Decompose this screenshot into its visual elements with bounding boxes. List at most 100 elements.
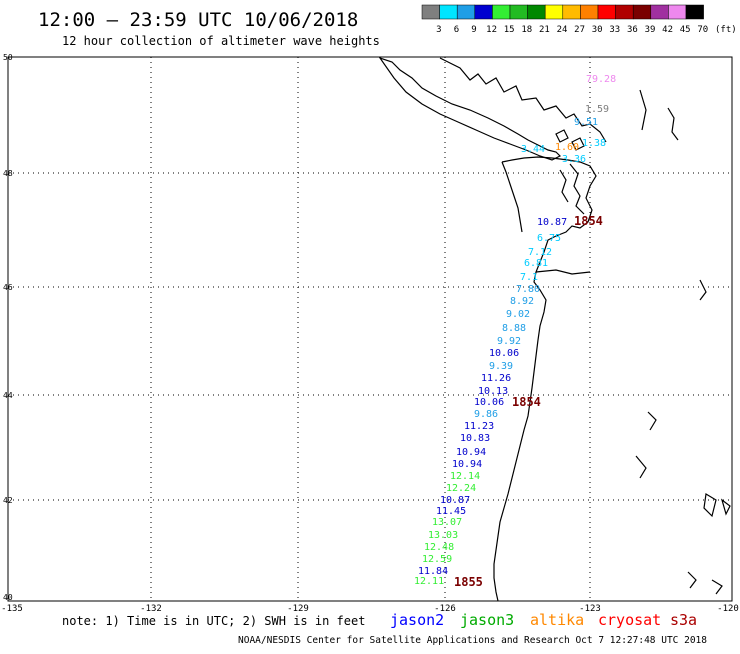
wave-height-label: 12.14 — [450, 471, 480, 482]
wave-height-label: 10.13 — [478, 386, 508, 397]
color-swatch — [597, 4, 616, 20]
wave-height-label: 1.38 — [582, 138, 606, 149]
lat-label: 48 — [3, 169, 13, 178]
color-swatch — [580, 4, 599, 20]
wave-height-label: 9.39 — [489, 361, 513, 372]
wave-height-label: 7.80 — [516, 284, 540, 295]
wave-height-label: 9.86 — [474, 409, 498, 420]
lon-label: -135 — [1, 604, 23, 614]
color-swatch — [439, 4, 458, 20]
pass-time-label: 1855 — [454, 575, 483, 589]
wave-height-label: 11.45 — [436, 506, 466, 517]
satellite-legend-jason3: jason3 — [460, 611, 514, 629]
color-swatch-label: 15 — [504, 25, 515, 35]
color-swatch-label: 9 — [471, 25, 476, 35]
pass-time-label: 1854 — [512, 395, 541, 409]
wave-height-label: 8.92 — [510, 296, 534, 307]
wave-height-label: 10.83 — [460, 433, 490, 444]
wave-height-label: 7.12 — [528, 247, 552, 258]
color-scale-legend: 3 6 9 12 15 18 21 24 27 30 33 36 39 42 45 70 — [421, 4, 708, 35]
wave-height-label: 10.94 — [456, 447, 486, 458]
wave-height-label: 3.44 — [521, 144, 545, 155]
color-swatch — [456, 4, 476, 20]
lon-label: -126 — [434, 604, 456, 614]
wave-height-label: 12.59 — [422, 554, 452, 565]
wave-height-label: 6.75 — [537, 233, 561, 244]
map-subtitle: 12 hour collection of altimeter wave hei… — [62, 34, 380, 48]
color-swatch-label: 42 — [662, 25, 673, 35]
lon-label: -132 — [140, 604, 162, 614]
lat-label: 46 — [3, 283, 13, 292]
color-swatch-label: 6 — [454, 25, 459, 35]
color-swatch — [474, 4, 493, 20]
color-swatch-label: 36 — [627, 25, 638, 35]
wave-height-label: 9.02 — [506, 309, 530, 320]
lon-label: -120 — [717, 604, 739, 614]
color-swatch — [509, 4, 528, 20]
color-swatch — [668, 4, 687, 20]
color-swatch — [492, 4, 511, 20]
map-title: 12:00 – 23:59 UTC 10/06/2018 — [38, 9, 358, 31]
color-swatch — [650, 4, 669, 20]
wave-height-label: 13.07 — [432, 517, 462, 528]
wave-height-label: 7.1 — [520, 272, 538, 283]
color-scale-unit: (ft) — [715, 25, 737, 35]
note-text: note: 1) Time is in UTC; 2) SWH is in fe… — [62, 614, 365, 628]
wave-height-label: 1.60 — [555, 142, 579, 153]
wave-height-label: 10.87 — [537, 217, 567, 228]
color-swatch-label: 24 — [557, 25, 568, 35]
color-swatch-label: 39 — [645, 25, 656, 35]
color-swatch-label: 27 — [574, 25, 585, 35]
satellite-legend-cryosat: cryosat — [598, 611, 661, 629]
color-swatch-label: 3 — [436, 25, 441, 35]
pass-time-label: 1854 — [574, 214, 603, 228]
satellite-legend-altika: altika — [530, 611, 584, 629]
wave-height-label: 11.26 — [481, 373, 511, 384]
wave-height-label: 1.59 — [585, 104, 609, 115]
wave-height-label: 3.36 — [562, 154, 586, 165]
wave-height-label: 10.87 — [440, 495, 470, 506]
wave-height-label: 13.03 — [428, 530, 458, 541]
lat-lon-grid — [8, 57, 732, 601]
wave-height-label: 9.51 — [574, 117, 598, 128]
color-swatch-label: 30 — [592, 25, 603, 35]
lon-labels: -135 -132 -129 -126 -123 -120 — [1, 604, 739, 614]
wave-height-label: 12.11 — [414, 576, 444, 587]
wave-height-label: 10.06 — [474, 397, 504, 408]
wave-height-label: 11.23 — [464, 421, 494, 432]
wave-height-label: 79.28 — [586, 74, 616, 85]
satellite-legend: jason2 jason3 altika cryosat s3a — [390, 611, 697, 629]
color-swatch-label: 45 — [680, 25, 691, 35]
color-swatch-label: 70 — [697, 25, 708, 35]
color-swatch — [544, 4, 564, 20]
lon-label: -123 — [579, 604, 601, 614]
color-swatch-label: 33 — [609, 25, 620, 35]
color-swatch — [527, 4, 546, 20]
coastline — [378, 56, 731, 602]
satellite-legend-s3a: s3a — [670, 611, 697, 629]
color-swatch — [685, 4, 704, 20]
wave-height-label: 11.84 — [418, 566, 448, 577]
observation-labels: 79.28 1.59 9.51 1.381.60 3.44 3.36 10.87 1854 6.… — [414, 74, 616, 589]
wave-height-label: 10.94 — [452, 459, 482, 470]
wave-height-label: 9.92 — [497, 336, 521, 347]
satellite-legend-jason2: jason2 — [390, 611, 444, 629]
color-swatch — [421, 4, 440, 20]
wave-height-label: 12.24 — [446, 483, 476, 494]
lon-label: -129 — [287, 604, 309, 614]
footer-credit: NOAA/NESDIS Center for Satellite Applica… — [238, 635, 707, 646]
lat-label: 40 — [3, 593, 13, 602]
lat-labels: 50 48 46 44 42 40 — [3, 53, 13, 602]
color-swatch-label: 12 — [486, 25, 497, 35]
color-swatch-label: 18 — [521, 25, 532, 35]
lat-label: 44 — [3, 391, 13, 400]
color-swatch — [562, 4, 581, 20]
plot-frame — [7, 56, 733, 602]
wave-height-label: 12.48 — [424, 542, 454, 553]
color-swatch-label: 21 — [539, 25, 550, 35]
lat-label: 50 — [3, 53, 13, 62]
color-swatch — [632, 4, 652, 20]
wave-height-label: 8.88 — [502, 323, 526, 334]
